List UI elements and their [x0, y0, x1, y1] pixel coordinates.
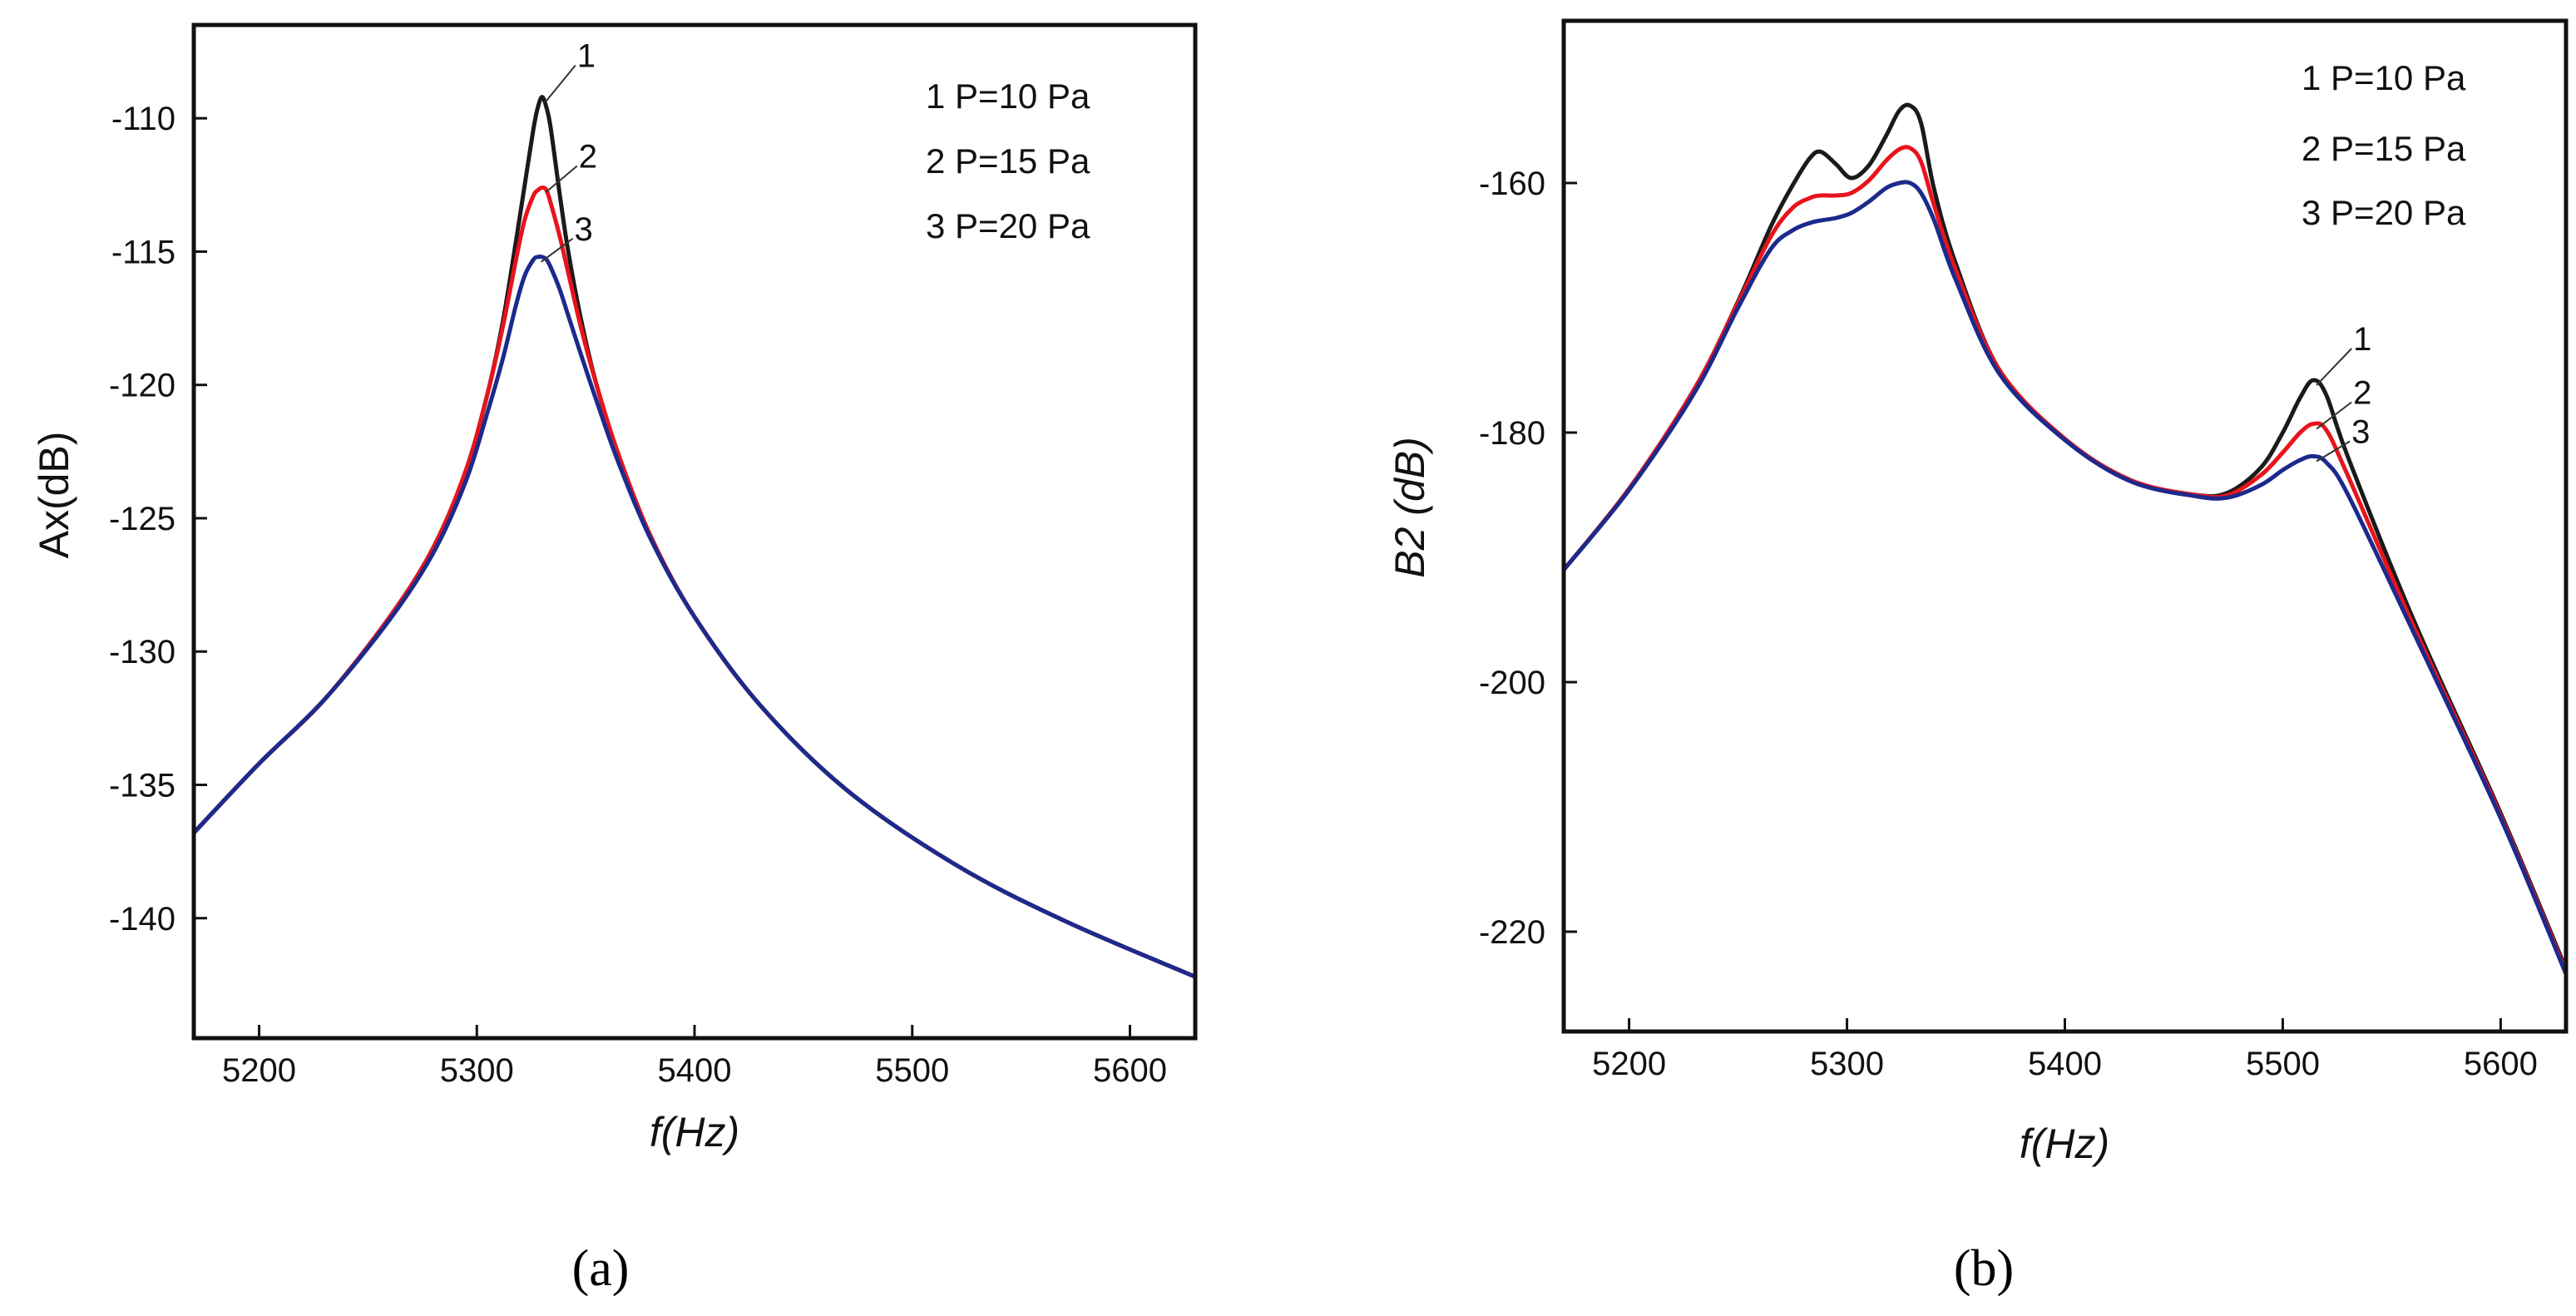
panel-a-ytick-label: -120: [109, 368, 176, 404]
panel-b-xtick-label: 5400: [2028, 1046, 2102, 1082]
panel-b-series-3-line: [1562, 180, 2569, 975]
panel-a-series-3-line: [192, 254, 1196, 979]
panel-a-ytick-label: -140: [109, 901, 176, 938]
panel-a-ytick-label: -110: [111, 101, 176, 137]
panel-a-ytick-label: -130: [109, 634, 176, 670]
panel-b-leader-2: [2316, 401, 2352, 430]
panel-a-ticks: [194, 116, 1131, 1038]
panel-a-y-axis-label: Ax(dB): [31, 432, 77, 559]
panel-b-curve-leaders: [2316, 348, 2352, 463]
panel-b-caption: (b): [1954, 1240, 2014, 1297]
panel-b-legend-entry-2: 2 P=15 Pa: [2302, 129, 2466, 168]
panel-b-legend-entry-1: 1 P=10 Pa: [2302, 58, 2466, 97]
panel-a-xtick-label: 5600: [1093, 1052, 1167, 1089]
panel-b-legend-entry-3: 3 P=20 Pa: [2302, 193, 2466, 232]
panel-b-series: [1562, 102, 2569, 975]
panel-b-x-axis-label: f(Hz): [2020, 1121, 2109, 1167]
panel-b-series-2-line: [1562, 145, 2569, 972]
panel-a-curve-label-1: 1: [577, 38, 596, 75]
panel-b-y-axis-label: B2 (dB): [1387, 437, 1433, 578]
panel-b-xtick-label: 5500: [2246, 1046, 2320, 1082]
panel-a-plot-frame: [191, 22, 1198, 1041]
panel-b: 5200 5300 5400 5500 5600 -160 -180 -200 …: [1387, 18, 2569, 1297]
panel-a-curve-leaders: [540, 64, 578, 263]
panel-a-ytick-label: -125: [109, 501, 176, 537]
panel-b-xtick-label: 5600: [2464, 1046, 2538, 1082]
panel-b-ytick-label: -200: [1479, 665, 1545, 701]
panel-b-leader-3: [2316, 440, 2351, 463]
panel-a-x-axis-label: f(Hz): [650, 1109, 739, 1155]
panel-a-xtick-label: 5200: [222, 1052, 296, 1089]
panel-a-series-2-line: [192, 186, 1196, 979]
panel-a-xtick-label: 5500: [875, 1052, 949, 1089]
panel-a-leader-2: [545, 165, 578, 194]
panel-a: 5200 5300 5400 5500 5600 -110 -115 -120 …: [31, 22, 1198, 1297]
panel-b-xtick-label: 5300: [1810, 1046, 1884, 1082]
panel-a-legend-entry-2: 2 P=15 Pa: [926, 141, 1090, 181]
panel-a-curve-label-3: 3: [575, 211, 593, 248]
panel-a-leader-3: [540, 238, 574, 263]
panel-b-curve-label-1: 1: [2353, 321, 2371, 358]
panel-a-leader-1: [545, 64, 576, 103]
panel-b-curve-label-3: 3: [2351, 414, 2370, 451]
panel-b-leader-1: [2316, 348, 2352, 386]
panel-b-ytick-label: -220: [1479, 914, 1545, 951]
panel-a-xtick-label: 5300: [440, 1052, 514, 1089]
panel-b-series-1-line: [1562, 102, 2569, 970]
panel-a-xtick-label: 5400: [658, 1052, 732, 1089]
panel-b-curve-label-2: 2: [2353, 375, 2371, 412]
panel-a-ytick-label: -135: [109, 768, 176, 804]
panel-b-ytick-label: -160: [1479, 166, 1545, 202]
panel-b-xtick-label: 5200: [1592, 1046, 1666, 1082]
panel-b-plot-frame: [1561, 18, 2569, 1034]
panel-b-ytick-label: -180: [1479, 415, 1545, 452]
panel-a-series: [192, 95, 1196, 979]
panel-a-ytick-label: -115: [111, 234, 176, 270]
panel-b-ticks: [1564, 181, 2502, 1032]
panel-a-legend-entry-3: 3 P=20 Pa: [926, 206, 1090, 245]
panel-a-curve-label-2: 2: [579, 139, 597, 176]
panel-a-caption: (a): [572, 1240, 630, 1297]
panel-a-legend-entry-1: 1 P=10 Pa: [926, 77, 1090, 116]
